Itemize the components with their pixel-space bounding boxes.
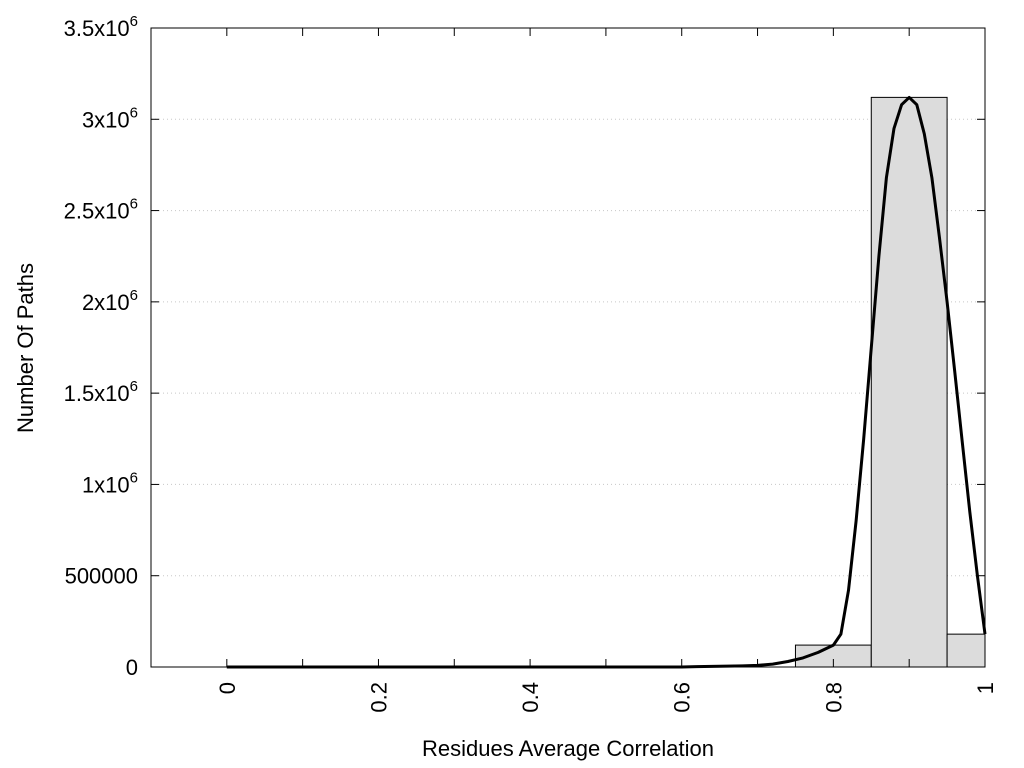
- x-axis-ticks: 0 0.2 0.4 0.6 0.8 1: [215, 28, 998, 713]
- x-tick-label: 0: [215, 682, 240, 694]
- x-tick-label: 0.2: [366, 682, 391, 713]
- y-tick-label: 0: [126, 655, 138, 680]
- y-tick-label: 1x106: [82, 469, 138, 497]
- y-tick-label: 3.5x106: [64, 13, 138, 41]
- y-tick-exponent: 6: [130, 104, 138, 121]
- y-tick-exponent: 6: [130, 13, 138, 30]
- y-axis-label: Number Of Paths: [13, 263, 38, 433]
- y-tick-exponent: 6: [130, 196, 138, 213]
- y-axis-ticks: 0 500000 1x106 1.5x106 2x106 2.5x106 3x106 3.5x…: [64, 13, 985, 680]
- y-tick-exponent: 6: [130, 287, 138, 304]
- x-tick-label: 0.6: [670, 682, 695, 713]
- y-tick-exponent: 6: [130, 469, 138, 486]
- x-tick-label: 1: [973, 682, 998, 694]
- y-tick-label: 500000: [65, 564, 138, 589]
- histogram-bar: [946, 633, 986, 668]
- histogram-bar: [870, 96, 948, 668]
- y-tick-label: 2.5x106: [64, 196, 138, 224]
- y-tick-label: 2x106: [82, 287, 138, 315]
- plot-frame: [150, 27, 986, 668]
- y-tick-label: 1.5x106: [64, 378, 138, 406]
- grid-layer: [151, 118, 985, 577]
- x-tick-label: 0.4: [518, 682, 543, 713]
- y-tick-label: 3x106: [82, 104, 138, 132]
- x-axis-label: Residues Average Correlation: [422, 736, 714, 761]
- y-tick-exponent: 6: [130, 378, 138, 395]
- x-tick-label: 0.8: [821, 682, 846, 713]
